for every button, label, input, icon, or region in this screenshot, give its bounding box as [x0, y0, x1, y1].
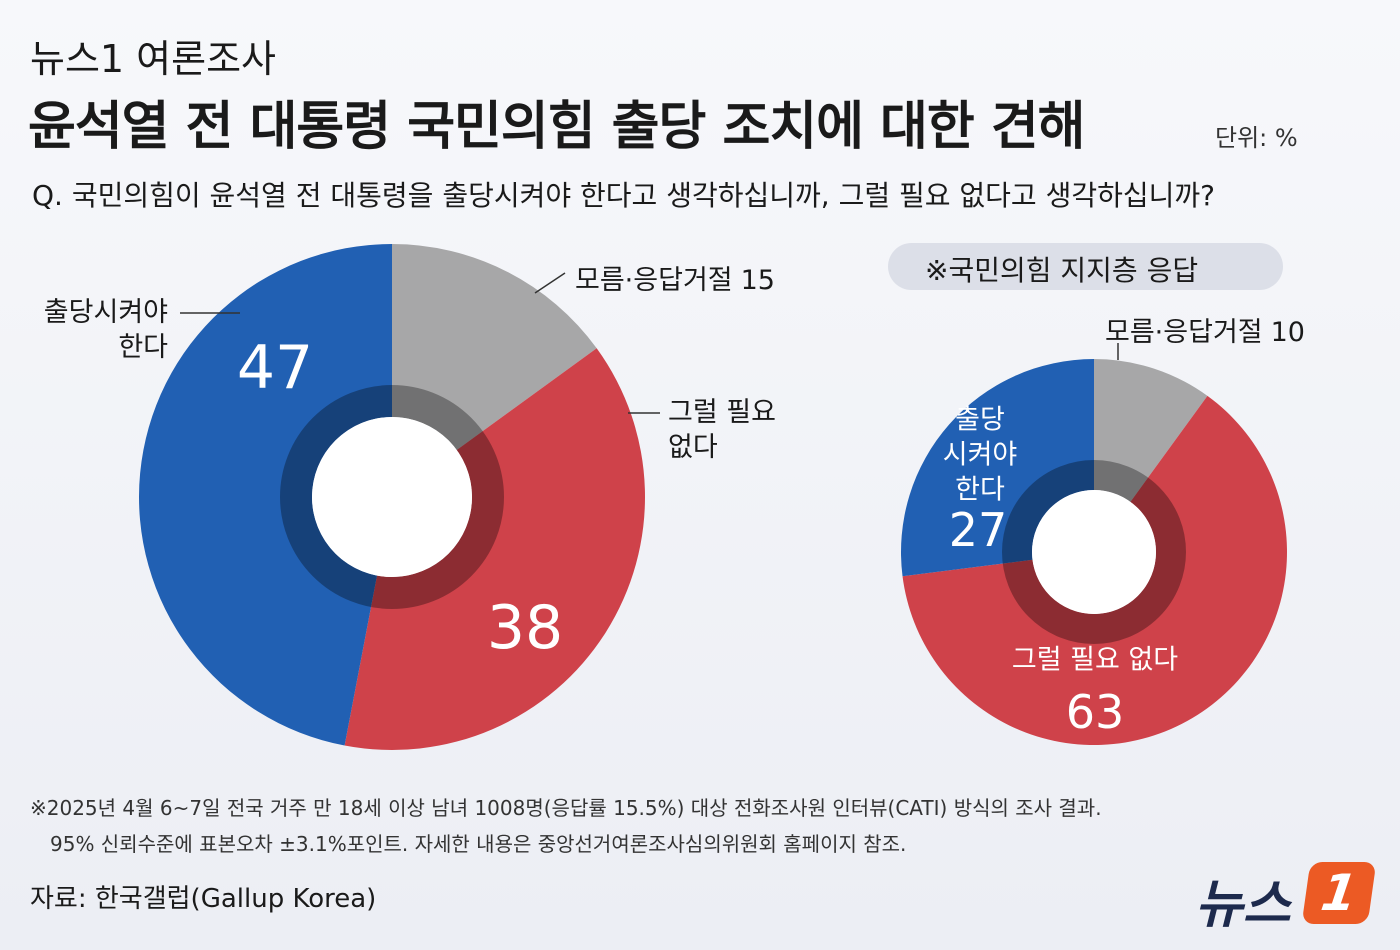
slice-label: 모름·응답거절 15: [575, 258, 775, 297]
hole: [312, 417, 472, 577]
value-label: 38: [486, 593, 564, 663]
leader-line: [534, 272, 566, 294]
inner-band: [280, 385, 504, 609]
category-label: 그럴 필요 없다: [668, 397, 776, 464]
category-label: 출당시켜야 한다: [43, 297, 168, 364]
kicker: 뉴스1 여론조사: [30, 37, 277, 81]
inner-band: [1002, 460, 1186, 644]
value-label: 27: [948, 503, 1008, 557]
category-label: 모름·응답거절: [1105, 317, 1263, 348]
subtitle-pill: [888, 243, 1283, 290]
logo-text: 뉴스: [1195, 875, 1291, 935]
value-label: 10: [1270, 317, 1305, 348]
value-label: 47: [236, 333, 314, 403]
category-label: 모름·응답거절: [575, 265, 733, 296]
value-label: 63: [1065, 685, 1125, 739]
donut-slice: [344, 348, 645, 750]
donut-slice: [139, 244, 392, 746]
hole: [1032, 490, 1156, 614]
slice-label: 모름·응답거절 10: [1105, 310, 1305, 349]
category-label: 그럴 필요 없다: [1011, 644, 1179, 676]
donut-slice: [902, 395, 1287, 746]
donut-slice: [901, 359, 1094, 577]
footnote: ※2025년 4월 6~7일 전국 거주 만 18세 이상 남녀 1008명(응…: [30, 796, 1102, 820]
title: 윤석열 전 대통령 국민의힘 출당 조치에 대한 견해: [28, 97, 1086, 157]
question: Q. 국민의힘이 윤석열 전 대통령을 출당시켜야 한다고 생각하십니까, 그럴…: [32, 179, 1216, 212]
subtitle: ※국민의힘 지지층 응답: [925, 254, 1199, 287]
value-label: 15: [740, 265, 775, 296]
donut-slice: [392, 244, 597, 450]
unit: 단위: %: [1215, 124, 1298, 152]
donut-slice: [1094, 359, 1208, 502]
source: 자료: 한국갤럽(Gallup Korea): [30, 884, 377, 914]
logo-mark: 1: [1301, 862, 1377, 924]
footnote: 95% 신뢰수준에 표본오차 ±3.1%포인트. 자세한 내용은 중앙선거여론조…: [50, 832, 907, 856]
category-label: 출당 시켜야 한다: [942, 404, 1018, 506]
